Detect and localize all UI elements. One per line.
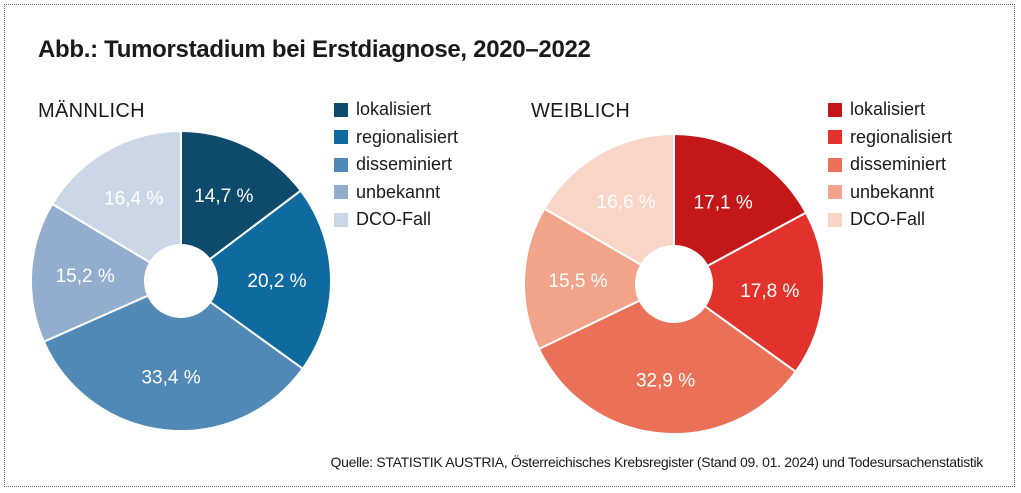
legend-label: lokalisiert (356, 99, 432, 120)
legend-item: lokalisiert (828, 96, 952, 124)
male-value-label: 33,4 % (141, 367, 200, 388)
legend-swatch (334, 185, 348, 200)
female-legend: lokalisiert regionalisiert disseminiert … (828, 96, 952, 234)
male-chart-title: MÄNNLICH (38, 100, 145, 122)
legend-label: unbekannt (850, 181, 935, 202)
legend-swatch (828, 102, 842, 117)
female-value-label: 17,1 % (694, 193, 753, 214)
legend-swatch (828, 157, 842, 172)
male-slice-dco-fall (50, 129, 182, 283)
female-donut-hole (635, 245, 713, 323)
legend-label: lokalisiert (850, 99, 926, 120)
legend-item: unbekannt (334, 179, 458, 207)
female-value-label: 32,9 % (636, 371, 695, 392)
male-slice-lokalisiert (180, 129, 303, 284)
legend-label: regionalisiert (356, 126, 459, 147)
male-value-label: 15,2 % (56, 266, 115, 287)
legend-swatch (334, 212, 348, 227)
legend-item: lokalisiert (334, 96, 458, 124)
male-value-label: 20,2 % (247, 271, 306, 292)
female-value-label: 15,5 % (548, 271, 607, 292)
female-slice-disseminiert (537, 282, 798, 435)
legend-swatch (828, 212, 842, 227)
male-donut-hole (144, 244, 218, 318)
legend-item: regionalisiert (828, 124, 952, 152)
female-slice-regionalisiert (672, 211, 825, 374)
male-slice-unbekannt (30, 202, 184, 344)
male-value-label: 16,4 % (104, 188, 163, 209)
source-note: Quelle: STATISTIK AUSTRIA, Österreichisc… (330, 454, 984, 470)
legend-label: regionalisiert (850, 126, 953, 147)
male-slice-disseminiert (42, 279, 305, 432)
female-slice-dco-fall (542, 132, 675, 286)
female-slice-lokalisiert (673, 132, 808, 286)
legend-swatch (334, 130, 348, 145)
female-slice-unbekannt (523, 207, 677, 351)
legend-item: disseminiert (334, 151, 458, 179)
legend-item: disseminiert (828, 151, 952, 179)
female-value-label: 16,6 % (597, 192, 656, 213)
figure-title: Abb.: Tumorstadium bei Erstdiagnose, 202… (38, 36, 591, 63)
male-legend: lokalisiert regionalisiert disseminiert … (334, 96, 458, 234)
legend-label: DCO-Fall (850, 209, 925, 230)
figure-frame (4, 4, 1015, 487)
legend-swatch (828, 185, 842, 200)
male-value-label: 14,7 % (194, 186, 253, 207)
legend-swatch (828, 130, 842, 145)
male-slice-regionalisiert (179, 189, 332, 371)
legend-label: disseminiert (850, 154, 947, 175)
female-chart-title: WEIBLICH (531, 100, 631, 122)
legend-label: DCO-Fall (356, 209, 431, 230)
legend-item: regionalisiert (334, 124, 458, 152)
legend-swatch (334, 102, 348, 117)
legend-item: unbekannt (828, 179, 952, 207)
legend-item: DCO-Fall (828, 206, 952, 234)
legend-label: disseminiert (356, 154, 453, 175)
legend-label: unbekannt (356, 181, 441, 202)
legend-swatch (334, 157, 348, 172)
legend-item: DCO-Fall (334, 206, 458, 234)
female-value-label: 17,8 % (740, 281, 799, 302)
